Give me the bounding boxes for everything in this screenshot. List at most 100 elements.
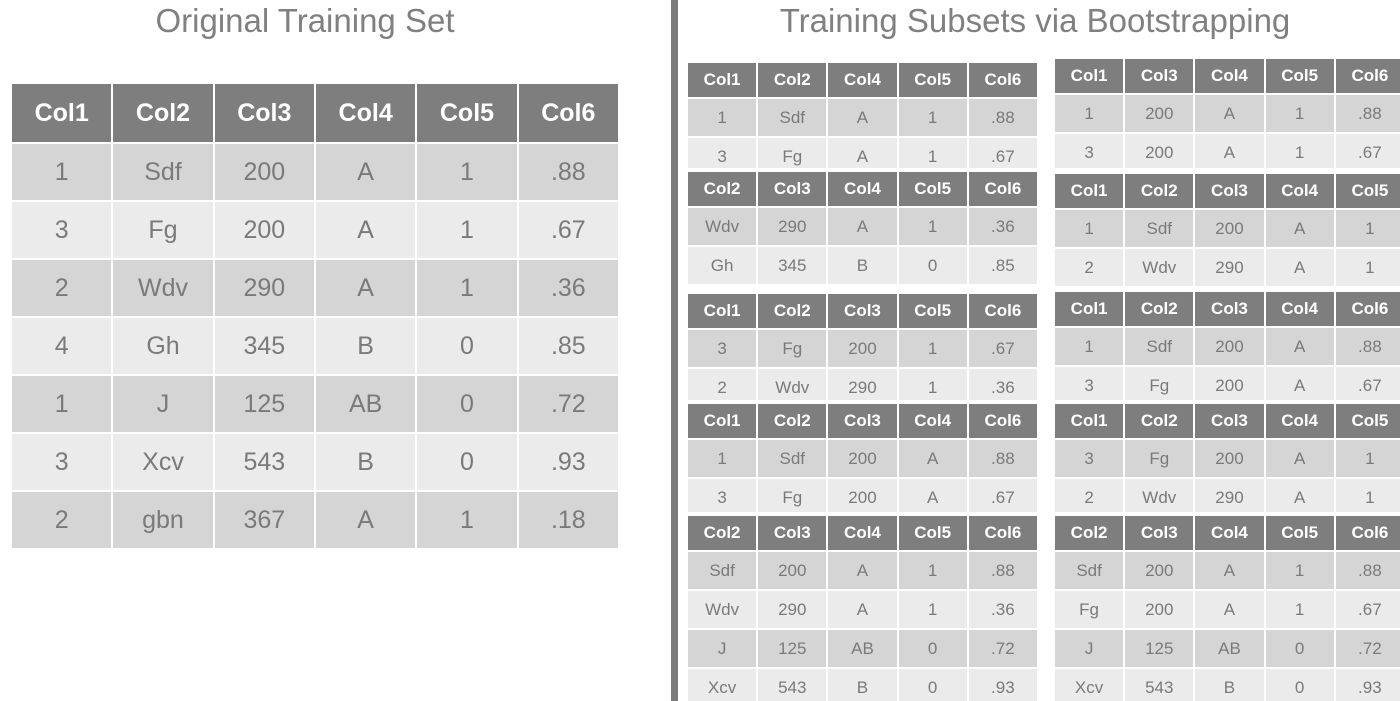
table-row: Sdf 200 A 1.88 bbox=[1053, 550, 1400, 591]
table-cell: A bbox=[313, 258, 418, 318]
column-header: Col2 bbox=[756, 402, 829, 440]
header-row: Col1 Col2 Col3 Col4 Col5 bbox=[1053, 172, 1400, 210]
table-cell: 2 bbox=[9, 258, 114, 318]
table-cell: 125 bbox=[212, 374, 316, 434]
table-cell: 290 bbox=[212, 258, 316, 318]
subset-table: Col2 Col3 Col4 Col5 Col6 Wdv 290 A 1.36 Gh 345 B 0.8… bbox=[686, 170, 1040, 286]
subset-table-2-container: Col1 Col3 Col4 Col5 Col6 1 200 A 1.88 3 200 A 1.67 bbox=[1053, 57, 1400, 168]
table-cell: Fg bbox=[1123, 365, 1196, 400]
column-header: Col6 bbox=[966, 402, 1040, 440]
table-row: Sdf 200 A 1.88 bbox=[686, 550, 1040, 591]
table-cell: 3 bbox=[9, 432, 114, 492]
table-cell: Gh bbox=[686, 245, 759, 286]
table-row: 3 Fg A 1.67 bbox=[686, 136, 1040, 168]
column-header: Col3 bbox=[212, 82, 316, 144]
table-cell: 2 bbox=[686, 367, 759, 400]
table-row: 2 Wdv 290 A 1 bbox=[1053, 247, 1400, 288]
column-header: Col1 bbox=[1053, 402, 1126, 440]
column-header: Col6 bbox=[1333, 57, 1400, 95]
table-cell: 1 bbox=[415, 142, 519, 202]
table-cell: A bbox=[826, 550, 899, 591]
column-header: Col3 bbox=[756, 170, 829, 208]
table-cell: .88 bbox=[1333, 93, 1400, 134]
table-row: Fg 200 A 1.67 bbox=[1053, 589, 1400, 630]
column-header: Col4 bbox=[1193, 514, 1266, 552]
table-cell: Gh bbox=[111, 316, 215, 376]
table-cell: B bbox=[313, 432, 418, 492]
table-row: 1 Sdf 200 A .88 bbox=[1053, 326, 1400, 367]
table-cell: 200 bbox=[1193, 365, 1266, 400]
table-cell: 3 bbox=[686, 136, 759, 168]
table-row: Wdv 290 A 1.36 bbox=[686, 206, 1040, 247]
table-cell: 1 bbox=[1333, 247, 1400, 288]
header-row: Col1 Col2 Col3 Col5 Col6 bbox=[686, 292, 1040, 330]
table-cell: 1 bbox=[1263, 550, 1336, 591]
table-cell: 2 bbox=[1053, 477, 1126, 512]
table-cell: 1 bbox=[1053, 93, 1126, 134]
subset-table: Col1 Col2 Col3 Col4 Col5 1 Sdf 200 A 1 2 Wdv 290 A 1 bbox=[1053, 172, 1400, 288]
table-cell: Sdf bbox=[1123, 208, 1196, 249]
subset-table: Col1 Col3 Col4 Col5 Col6 1 200 A 1.88 3 200 A 1.67 bbox=[1053, 57, 1400, 168]
table-cell: 1 bbox=[896, 136, 969, 168]
header-row: Col2 Col3 Col4 Col5 Col6 bbox=[686, 170, 1040, 208]
table-cell: 200 bbox=[1123, 550, 1196, 591]
table-cell: .18 bbox=[516, 490, 621, 550]
column-header: Col6 bbox=[966, 61, 1040, 99]
column-header: Col6 bbox=[966, 292, 1040, 330]
table-cell: 1 bbox=[415, 200, 519, 260]
table-cell: 1 bbox=[896, 550, 969, 591]
column-header: Col3 bbox=[826, 292, 899, 330]
table-cell: .36 bbox=[966, 367, 1040, 400]
column-header: Col4 bbox=[1263, 172, 1336, 210]
table-row: 3 Fg 200 A 1.67 bbox=[9, 200, 621, 260]
table-cell: 1 bbox=[896, 328, 969, 369]
table-cell: A bbox=[896, 477, 969, 512]
subset-table: Col1 Col2 Col3 Col4 Col5 3 Fg 200 A 1 2 Wdv 290 A 1 bbox=[1053, 402, 1400, 512]
table-cell: A bbox=[313, 490, 418, 550]
table-cell: 3 bbox=[686, 477, 759, 512]
table-cell: 200 bbox=[1123, 93, 1196, 134]
table-cell: 1 bbox=[1053, 208, 1126, 249]
table-cell: J bbox=[111, 374, 215, 434]
header-row: Col1 Col3 Col4 Col5 Col6 bbox=[1053, 57, 1400, 95]
table-row: 3 200 A 1.67 bbox=[1053, 132, 1400, 168]
column-header: Col4 bbox=[826, 61, 899, 99]
table-cell: B bbox=[826, 667, 899, 701]
column-header: Col6 bbox=[966, 170, 1040, 208]
table-cell: B bbox=[313, 316, 418, 376]
table-cell: 200 bbox=[1193, 326, 1266, 367]
column-header: Col2 bbox=[111, 82, 215, 144]
table-cell: .67 bbox=[1333, 132, 1400, 168]
column-header: Col2 bbox=[686, 514, 759, 552]
table-cell: 125 bbox=[756, 628, 829, 669]
column-header: Col1 bbox=[1053, 290, 1126, 328]
table-cell: 1 bbox=[1333, 477, 1400, 512]
table-cell: Fg bbox=[111, 200, 215, 260]
table-cell: 200 bbox=[826, 438, 899, 479]
table-cell: 290 bbox=[826, 367, 899, 400]
subset-table-4-container: Col1 Col2 Col3 Col4 Col5 1 Sdf 200 A 1 2 Wdv 290 A 1 bbox=[1053, 172, 1400, 290]
table-cell: Fg bbox=[1053, 589, 1126, 630]
table-cell: 1 bbox=[896, 589, 969, 630]
subset-table-9-container: Col2 Col3 Col4 Col5 Col6 Sdf 200 A 1.88 Wdv 290 A 1.… bbox=[686, 514, 1041, 701]
table-cell: AB bbox=[1193, 628, 1266, 669]
table-cell: A bbox=[1263, 438, 1336, 479]
subset-table: Col1 Col2 Col3 Col4 Col6 1 Sdf 200 A .88 3 Fg 200 A .6… bbox=[686, 402, 1040, 512]
table-row: Xcv 543 B 0.93 bbox=[686, 667, 1040, 701]
column-header: Col3 bbox=[1193, 172, 1266, 210]
column-header: Col5 bbox=[1333, 172, 1400, 210]
column-header: Col6 bbox=[966, 514, 1040, 552]
header-row: Col1 Col2 Col3 Col4 Col6 bbox=[686, 402, 1040, 440]
header-row: Col1 Col2 Col3 Col4 Col5 bbox=[1053, 402, 1400, 440]
table-cell: AB bbox=[826, 628, 899, 669]
table-cell: 345 bbox=[212, 316, 316, 376]
column-header: Col5 bbox=[896, 61, 969, 99]
table-cell: .93 bbox=[1333, 667, 1400, 701]
column-header: Col4 bbox=[313, 82, 418, 144]
column-header: Col2 bbox=[686, 170, 759, 208]
table-cell: A bbox=[1193, 132, 1266, 168]
table-cell: A bbox=[313, 200, 418, 260]
table-cell: .88 bbox=[516, 142, 621, 202]
table-cell: Wdv bbox=[111, 258, 215, 318]
subset-table-10-container: Col2 Col3 Col4 Col5 Col6 Sdf 200 A 1.88 Fg 200 A 1.6… bbox=[1053, 514, 1400, 701]
